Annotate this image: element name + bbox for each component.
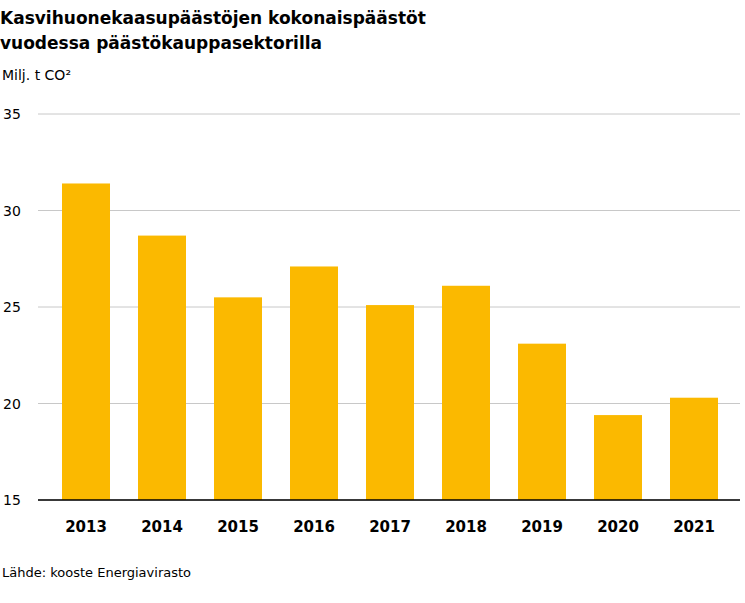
bar xyxy=(442,286,490,500)
y-tick-label: 30 xyxy=(3,203,21,219)
bar xyxy=(138,236,186,500)
x-tick-label: 2014 xyxy=(141,518,183,536)
title-line: vuodessa päästökauppasektorilla xyxy=(0,33,322,53)
bar xyxy=(366,305,414,500)
x-tick-label: 2020 xyxy=(597,518,639,536)
grid-line xyxy=(38,500,740,501)
x-tick-label: 2017 xyxy=(369,518,411,536)
bar xyxy=(214,297,262,500)
bar xyxy=(594,415,642,500)
y-tick-label: 35 xyxy=(3,106,21,122)
x-tick-label: 2015 xyxy=(217,518,259,536)
bar xyxy=(290,266,338,500)
x-tick-label: 2018 xyxy=(445,518,487,536)
subtitle: Milj. t CO² xyxy=(2,67,71,83)
source: Lähde: kooste Energiavirasto xyxy=(2,565,191,580)
bar xyxy=(518,344,566,500)
x-tick-label: 2021 xyxy=(673,518,715,536)
x-tick-label: 2013 xyxy=(65,518,107,536)
y-tick-label: 20 xyxy=(3,396,21,412)
grid-line xyxy=(38,114,740,115)
bar xyxy=(62,183,110,500)
y-tick-label: 15 xyxy=(3,492,21,508)
grid-line xyxy=(38,210,740,211)
x-tick-label: 2019 xyxy=(521,518,563,536)
chart: Kasvihuonekaasupäästöjen kokonaispäästöt… xyxy=(0,0,745,603)
title: Kasvihuonekaasupäästöjen kokonaispäästöt… xyxy=(0,8,426,53)
title-line: Kasvihuonekaasupäästöjen kokonaispäästöt xyxy=(0,8,426,28)
x-tick-label: 2016 xyxy=(293,518,335,536)
y-tick-label: 25 xyxy=(3,299,21,315)
bars xyxy=(62,183,718,500)
x-axis xyxy=(38,499,740,501)
bar xyxy=(670,398,718,500)
